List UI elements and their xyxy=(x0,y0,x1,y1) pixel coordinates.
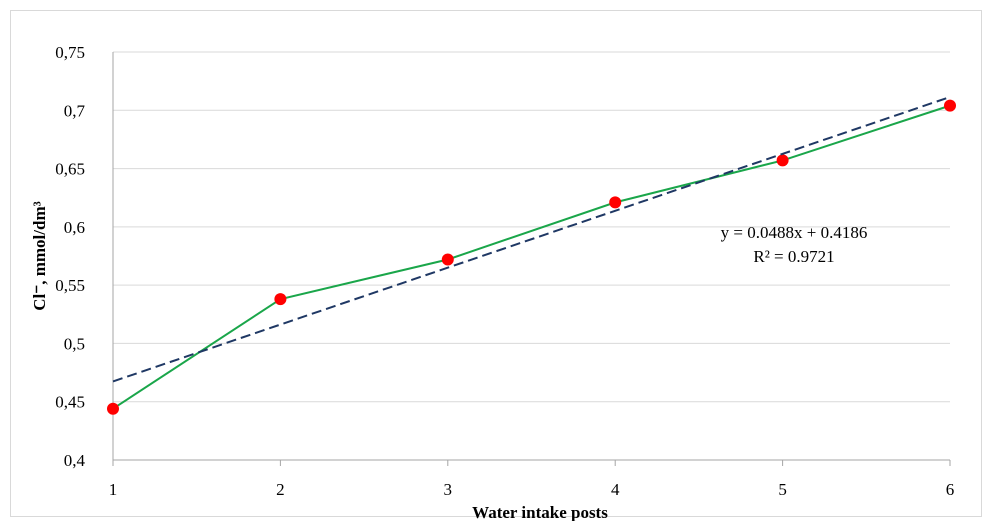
data-point xyxy=(107,402,119,415)
x-tick-label: 4 xyxy=(611,480,620,499)
y-tick-label: 0,45 xyxy=(55,393,85,412)
data-point xyxy=(944,99,956,112)
data-point xyxy=(609,196,622,209)
trendline-equation: y = 0.0488x + 0.4186 xyxy=(721,223,868,242)
y-tick-label: 0,5 xyxy=(64,334,85,353)
data-point xyxy=(441,253,454,266)
y-tick-label: 0,55 xyxy=(55,276,85,295)
label-layer: 0,4 0,45 0,5 0,55 0,6 0,65 0,7 0,75 1 2 3 4 5 6 xyxy=(55,43,954,499)
x-tick-label: 2 xyxy=(276,480,285,499)
x-tick-label: 1 xyxy=(109,480,118,499)
y-tick-label: 0,4 xyxy=(64,451,86,470)
data-point xyxy=(274,293,287,306)
x-tick-label: 6 xyxy=(946,480,955,499)
series-line xyxy=(112,104,951,410)
y-axis-title: Cl⁻, mmol/dm³ xyxy=(30,201,49,310)
data-point xyxy=(776,154,789,167)
y-tick-label: 0,65 xyxy=(55,160,85,179)
y-tick-label: 0,6 xyxy=(64,218,85,237)
grid-layer xyxy=(113,51,950,403)
series-layer xyxy=(107,99,956,415)
x-tick-label: 5 xyxy=(778,480,787,499)
axis-layer xyxy=(112,52,951,466)
x-axis-title: Water intake posts xyxy=(472,503,608,521)
chart-frame xyxy=(10,10,982,517)
x-tick-label: 3 xyxy=(444,480,453,499)
trend-layer xyxy=(112,96,951,383)
trendline-r2: R² = 0.9721 xyxy=(753,247,834,266)
y-tick-label: 0,75 xyxy=(55,43,85,62)
y-tick-label: 0,7 xyxy=(64,101,86,120)
trendline xyxy=(112,96,951,383)
